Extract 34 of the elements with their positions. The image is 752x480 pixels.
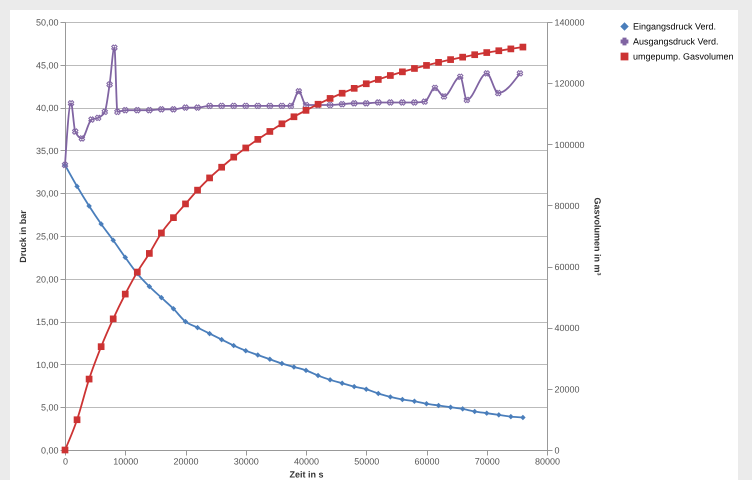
x-tick-label: 20000 [173, 456, 199, 466]
x-tick-label: 50000 [354, 456, 380, 466]
x-tick-label: 0 [62, 456, 68, 466]
y-tick-label: 0,00 [40, 446, 58, 456]
y-tick-label: 20,00 [36, 274, 58, 284]
y-tick-label: 50,00 [36, 18, 58, 28]
x-tick-label: 80000 [534, 456, 560, 466]
y2-tick-label: 60000 [554, 262, 580, 272]
y-tick-label: 45,00 [36, 60, 58, 70]
y2-tick-label: 120000 [554, 78, 585, 89]
x-tick-label: 40000 [294, 456, 320, 466]
x-tick-label: 10000 [113, 456, 138, 466]
y2-tick-label: 100000 [554, 140, 585, 150]
y2-tick-label: 80000 [554, 200, 580, 211]
y2-tick-label: 0 [554, 446, 560, 456]
y-tick-label: 30,00 [36, 188, 58, 199]
y-tick-label: 5,00 [40, 402, 58, 413]
y2-tick-label: 40000 [554, 323, 580, 334]
y-tick-label: 10,00 [36, 360, 58, 370]
legend-label: umgepump. Gasvolumen [633, 52, 734, 62]
legend-label: Eingangsdruck Verd. [633, 22, 716, 32]
y-tick-label: 15,00 [36, 317, 58, 328]
legend-label: Ausgangsdruck Verd. [633, 36, 719, 46]
y2-tick-label: 20000 [554, 384, 580, 394]
y-tick-label: 35,00 [36, 146, 58, 156]
x-tick-label: 30000 [234, 456, 259, 466]
x-tick-label: 70000 [474, 456, 500, 466]
y2-axis-title: Gasvolumen in m³ [592, 197, 603, 276]
y-tick-label: 40,00 [36, 103, 58, 114]
y2-tick-label: 140000 [554, 18, 585, 28]
y-axis-title: Druck in bar [18, 210, 28, 263]
x-tick-label: 60000 [414, 456, 440, 466]
x-axis-title: Zeit in s [289, 470, 324, 480]
y-tick-label: 25,00 [36, 232, 58, 242]
